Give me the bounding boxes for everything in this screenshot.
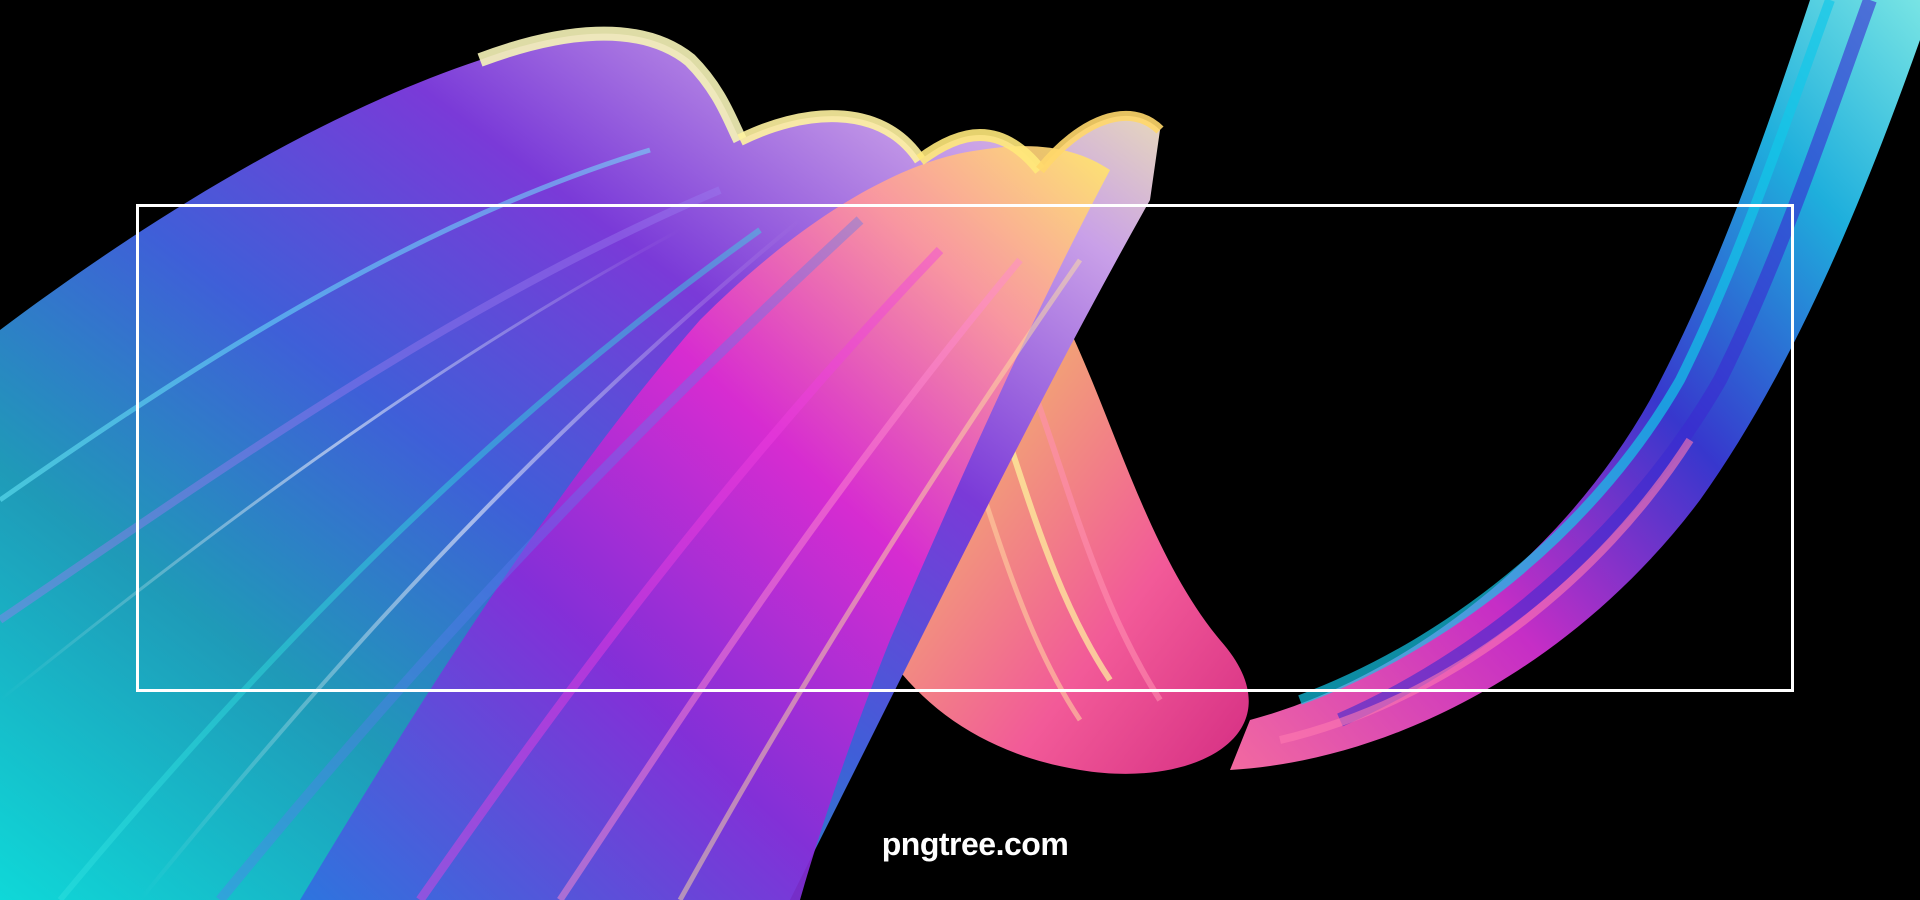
watermark-text: pngtree.com <box>881 826 1069 862</box>
